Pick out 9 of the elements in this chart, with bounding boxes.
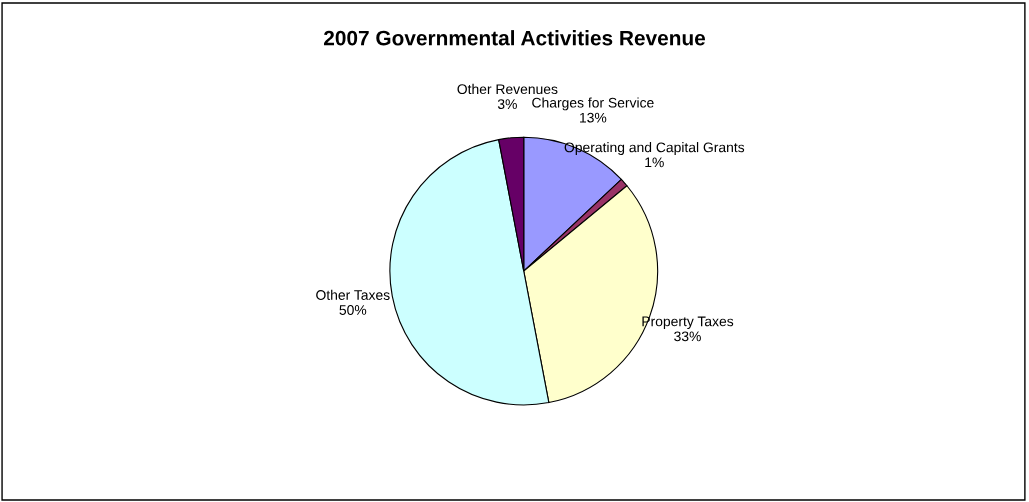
slice-label: Other Taxes <box>316 289 390 300</box>
chart-title: 2007 Governmental Activities Revenue <box>323 30 706 46</box>
data-label: 50% <box>339 305 367 315</box>
data-label: 1% <box>645 157 664 168</box>
data-label: 3% <box>497 99 517 110</box>
data-label: 13% <box>580 112 607 123</box>
slice-label: Charges for Service <box>532 97 654 111</box>
slice-label: Other Revenues <box>457 83 558 95</box>
data-label: 33% <box>674 331 701 342</box>
